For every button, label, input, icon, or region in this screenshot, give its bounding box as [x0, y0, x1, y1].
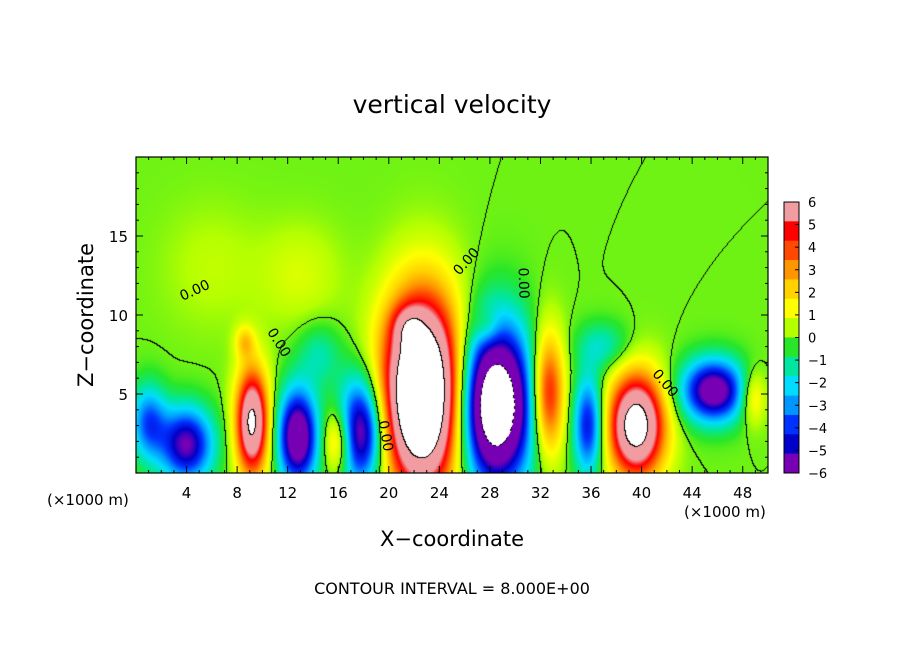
colorbar-cell [784, 376, 799, 396]
x-tick-label: 24 [430, 484, 449, 502]
colorbar-tick-label: −3 [808, 399, 827, 414]
x-tick-label: 36 [581, 484, 600, 502]
colorbar-cell [784, 453, 799, 474]
x-tick-label: 4 [182, 484, 192, 502]
colorbar-cell [784, 240, 799, 261]
colorbar-tick-label: 1 [808, 309, 816, 324]
colorbar-cell [784, 221, 799, 242]
x-tick-label: 48 [733, 484, 752, 502]
colorbar-cell [784, 298, 799, 319]
x-unit-left: (×1000 m) [47, 491, 129, 509]
colorbar-tick-label: −5 [808, 444, 827, 459]
colorbar-tick-label: −4 [808, 422, 827, 437]
colorbar-cell [784, 414, 799, 435]
colorbar-cell [784, 202, 799, 222]
colorbar-tick-label: −1 [808, 354, 827, 369]
colorbar-tick-label: 2 [808, 286, 816, 301]
x-axis-label: X−coordinate [380, 527, 524, 551]
colorbar-tick-label: 6 [808, 196, 816, 211]
colorbar-cell [784, 395, 799, 416]
chart-title: vertical velocity [353, 90, 552, 119]
colorbar-tick-label: 0 [808, 332, 816, 347]
x-unit-right: (×1000 m) [684, 503, 766, 521]
colorbar-tick-label: 3 [808, 264, 816, 279]
x-tick-label: 28 [480, 484, 499, 502]
y-tick-label: 15 [109, 228, 128, 246]
contour-interval-label: CONTOUR INTERVAL = 8.000E+00 [314, 579, 590, 598]
colorbar-ticks: 6 5 4 3 2 1 0 −1 −2 −3 −4 −5 −6 [795, 196, 827, 482]
x-tick-label: 20 [379, 484, 398, 502]
y-axis-ticks: 5 10 15 [109, 172, 768, 458]
x-tick-label: 16 [329, 484, 348, 502]
x-tick-label: 40 [632, 484, 651, 502]
contour-label: 0.00 [375, 419, 396, 452]
colorbar-cell [784, 260, 799, 280]
colorbar-cell [784, 279, 799, 300]
colorbar-tick-label: 5 [808, 219, 816, 234]
x-axis-ticks: 4 8 12 16 20 24 28 32 36 40 44 48 [148, 157, 756, 502]
y-tick-label: 10 [109, 307, 128, 325]
colorbar-cell [784, 356, 799, 377]
x-tick-label: 32 [531, 484, 550, 502]
colorbar: 6 5 4 3 2 1 0 −1 −2 −3 −4 −5 −6 [783, 196, 827, 482]
heatmap-image [136, 157, 768, 473]
contour-label: 0.00 [514, 267, 531, 299]
colorbar-tick-label: −6 [808, 467, 827, 482]
x-tick-label: 12 [278, 484, 297, 502]
y-tick-label: 5 [118, 386, 128, 404]
colorbar-cell [784, 337, 799, 358]
x-tick-label: 44 [683, 484, 702, 502]
colorbar-cells [784, 202, 799, 474]
colorbar-tick-label: −2 [808, 377, 827, 392]
colorbar-cell [784, 318, 799, 338]
y-axis-label: Z−coordinate [74, 243, 98, 387]
plot-area: 0.000.000.000.000.000.00 [135, 156, 769, 474]
colorbar-cell [784, 434, 799, 454]
x-tick-label: 8 [232, 484, 242, 502]
colorbar-tick-label: 4 [808, 241, 816, 256]
